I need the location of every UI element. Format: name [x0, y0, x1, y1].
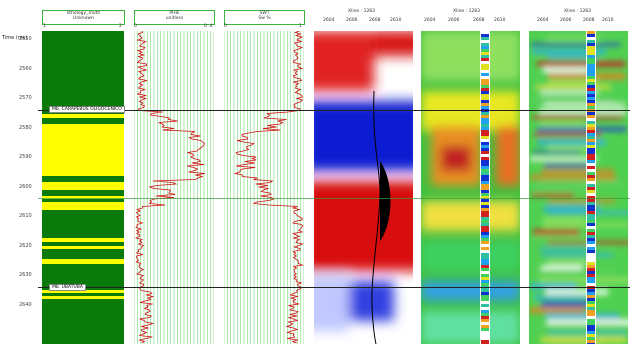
seismic-panel-1 — [314, 31, 413, 344]
depth-tick-label: 2580 — [19, 124, 32, 131]
seismic-panel-1-title: Xline : 1283 — [348, 9, 376, 14]
depth-tick-label: 2590 — [19, 154, 32, 160]
axis-label: 2608 — [583, 18, 595, 23]
depth-tick-label: 2630 — [19, 272, 32, 278]
swt-min: 0 — [224, 24, 227, 29]
lithology-unit: Unknown — [73, 16, 94, 21]
axis-label: 2610 — [602, 18, 614, 23]
axis-label: 2608 — [473, 18, 485, 23]
swt-track — [224, 31, 304, 344]
marker-label-ubatuba[interactable]: Mb. UBATUBA — [49, 284, 86, 291]
axis-label: 2606 — [560, 18, 572, 23]
swt-unit: Sw % — [258, 16, 271, 21]
seismic-panel-2-title: Xline : 1283 — [453, 9, 481, 14]
phie-min: 0 — [134, 24, 137, 29]
depth-tick-label: 2640 — [19, 301, 32, 308]
axis-label: 2610 — [390, 18, 402, 23]
track-header-lithology[interactable]: lithology_moth Unknown — [42, 10, 125, 25]
swt-max: 1 — [299, 24, 302, 29]
depth-tick-label: 2610 — [19, 213, 32, 219]
depth-tick-label: 2560 — [19, 65, 32, 72]
axis-label: 2606 — [448, 18, 460, 23]
track-header-phie[interactable]: PHIE unitless — [134, 10, 215, 25]
depth-tick-label: 2570 — [19, 95, 32, 101]
swt-title: SWT — [259, 11, 270, 16]
seismic-panel-2-axis: 2604 2606 2608 2610 — [421, 18, 520, 26]
seismic-panel-3-title: Xline : 1283 — [564, 9, 592, 14]
marker-line-carapebus — [38, 110, 630, 111]
lithology-min: 1 — [43, 24, 46, 29]
depth-tick-label: 2600 — [19, 183, 32, 190]
axis-label: 2610 — [494, 18, 506, 23]
axis-label: 2608 — [369, 18, 381, 23]
marker-line-faint — [38, 198, 630, 199]
seismic-panel-2 — [421, 31, 520, 344]
axis-label: 2606 — [346, 18, 358, 23]
phie-track — [134, 31, 214, 344]
axis-label: 2604 — [323, 18, 335, 23]
depth-tick-label: 2620 — [19, 242, 32, 249]
time-axis-title: Time (ms) — [2, 35, 28, 41]
marker-label-carapebus[interactable]: Mb. CARAPEBUS OLIGOCENICO — [49, 106, 125, 113]
lithology-max: 2 — [119, 24, 122, 29]
phie-max: 0 .4 — [204, 24, 213, 29]
lithology-track — [42, 31, 124, 344]
axis-label: 2604 — [424, 18, 436, 23]
seismic-panel-1-axis: 2604 2606 2608 2610 — [320, 18, 414, 26]
lithology-title: lithology_moth — [66, 11, 101, 16]
seismic-panel-3 — [529, 31, 628, 344]
seismic-panel-3-axis: 2604 2606 2608 2610 — [529, 18, 628, 26]
phie-unit: unitless — [165, 16, 184, 21]
track-header-swt[interactable]: SWT Sw % — [224, 10, 305, 25]
depth-tick-label: 2550 — [19, 36, 32, 42]
axis-label: 2604 — [537, 18, 549, 23]
marker-line-ubatuba — [38, 287, 630, 288]
phie-title: PHIE — [169, 11, 180, 16]
